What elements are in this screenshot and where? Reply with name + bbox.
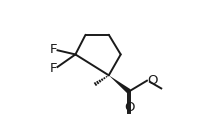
Text: F: F: [50, 62, 58, 75]
Text: F: F: [50, 43, 58, 56]
Text: O: O: [147, 74, 158, 87]
Polygon shape: [109, 75, 131, 93]
Text: O: O: [124, 101, 134, 114]
